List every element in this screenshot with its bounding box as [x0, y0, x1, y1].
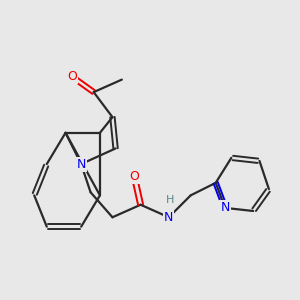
Text: N: N [164, 211, 173, 224]
Text: O: O [67, 70, 77, 83]
Text: O: O [129, 170, 139, 183]
Text: N: N [76, 158, 86, 171]
Text: H: H [166, 195, 175, 205]
Text: N: N [220, 201, 230, 214]
